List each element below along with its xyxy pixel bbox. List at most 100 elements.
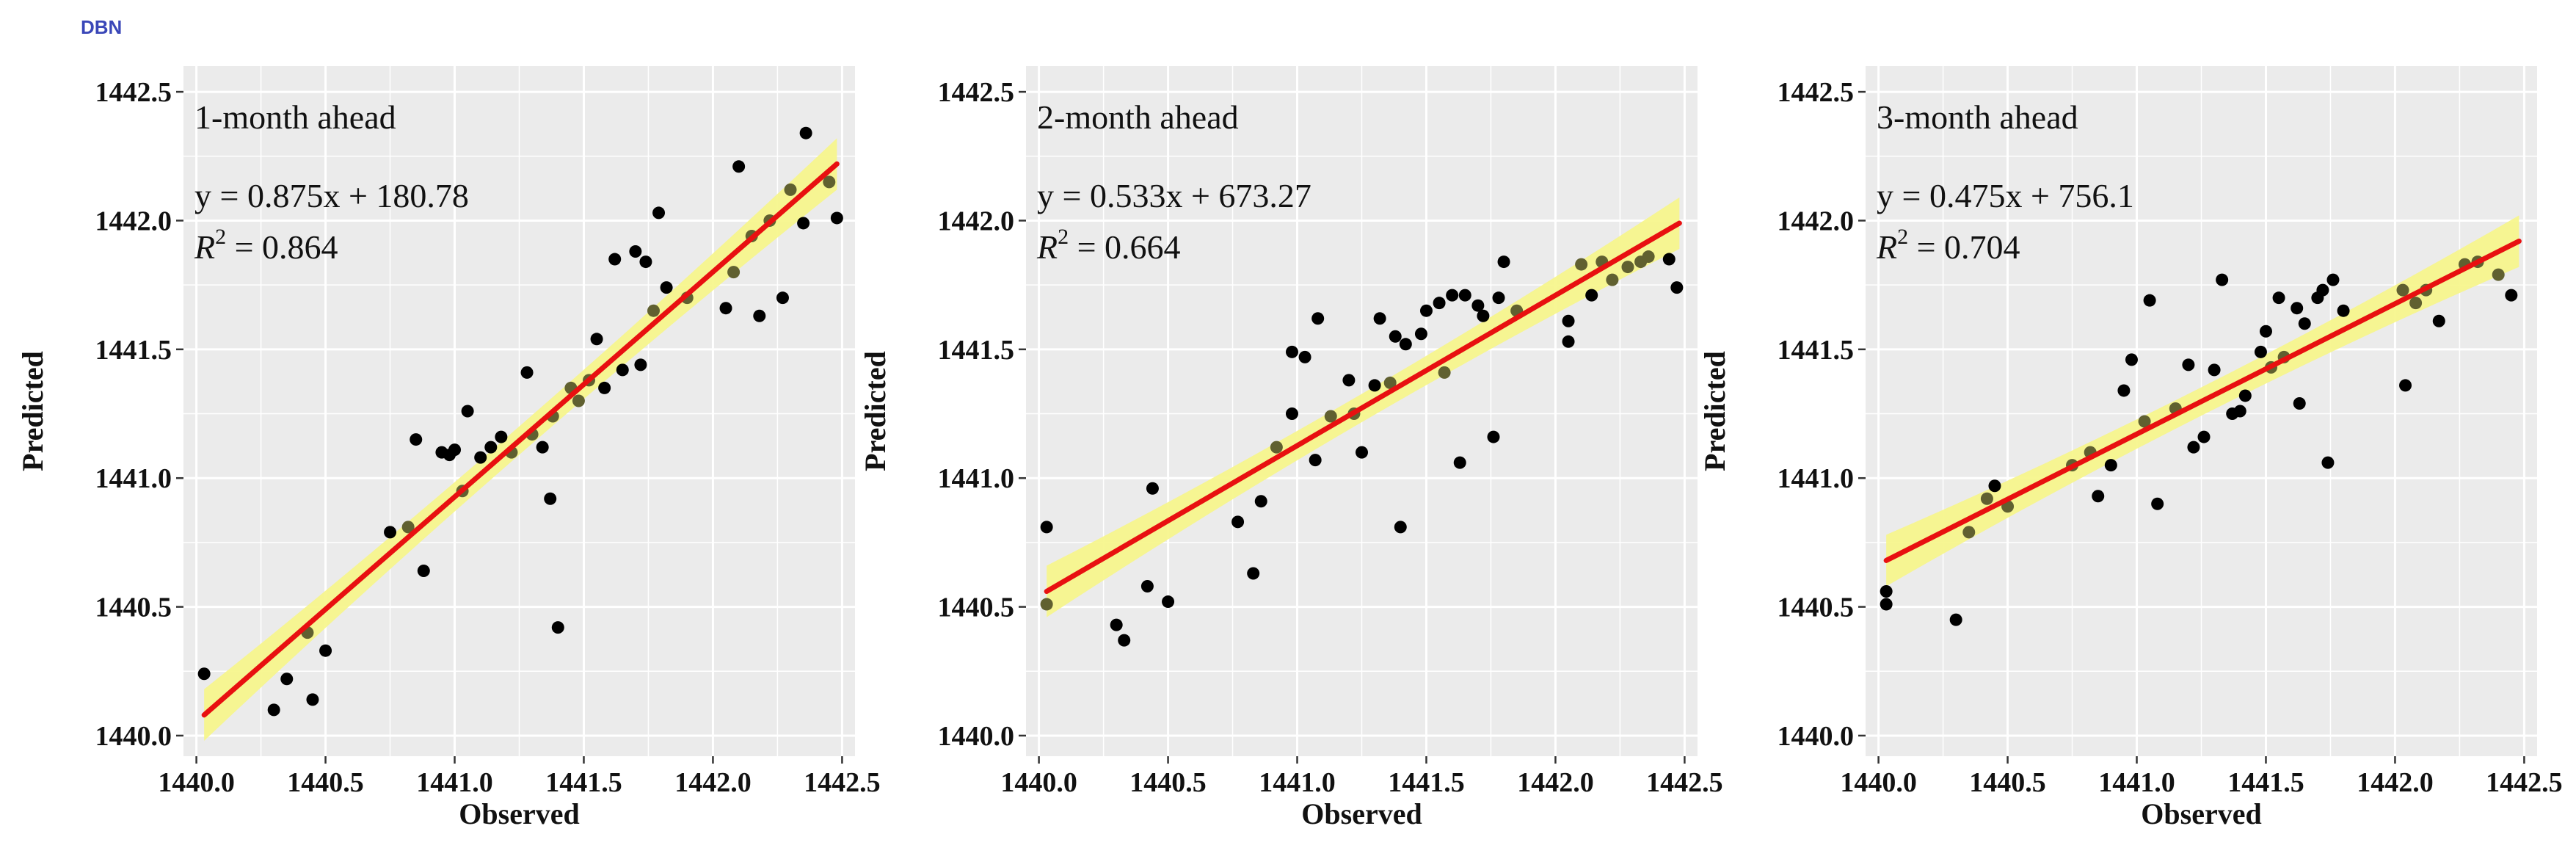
data-point (608, 253, 622, 266)
r-squared-symbol: R (1876, 228, 1897, 266)
data-point (2337, 304, 2350, 317)
y-tick-label: 1442.0 (95, 206, 172, 236)
data-point (1298, 350, 1311, 363)
data-point (401, 521, 415, 534)
data-point (2291, 302, 2304, 315)
data-point (1414, 327, 1427, 341)
r-squared-symbol: R (194, 228, 215, 266)
data-point (495, 430, 508, 443)
data-point (1446, 289, 1459, 302)
x-tick-label: 1440.5 (287, 767, 364, 798)
x-axis-title: Observed (1301, 797, 1422, 830)
data-point (2321, 456, 2335, 469)
data-point (1247, 567, 1260, 580)
data-point (647, 304, 660, 317)
r-squared-annotation: R2 = 0.704 (1876, 225, 2020, 266)
x-tick-label: 1441.0 (1259, 767, 1336, 798)
y-tick-label: 1440.0 (1778, 721, 1855, 752)
data-point (2399, 379, 2412, 392)
data-point (1642, 250, 1655, 264)
x-tick-label: 1441.0 (2098, 767, 2175, 798)
data-point (1110, 618, 1123, 631)
data-point (1254, 495, 1267, 508)
data-point (484, 441, 498, 454)
y-tick-label: 1441.5 (95, 335, 172, 366)
data-point (280, 673, 294, 686)
r-squared-superscript: 2 (215, 225, 226, 249)
r-squared-symbol: R (1036, 228, 1058, 266)
y-axis-title: Predicted (16, 351, 49, 471)
data-point (384, 526, 397, 539)
data-point (660, 281, 673, 294)
data-point (448, 443, 462, 457)
data-point (1356, 446, 1368, 459)
data-point (634, 358, 647, 371)
data-point (1389, 330, 1402, 343)
x-tick-label: 1442.0 (1517, 767, 1594, 798)
data-point (1383, 376, 1397, 389)
y-tick-label: 1441.5 (938, 335, 1015, 366)
data-point (2117, 384, 2131, 397)
x-tick-label: 1440.5 (1969, 767, 2046, 798)
data-point (2151, 497, 2164, 510)
r-squared-annotation: R2 = 0.864 (194, 225, 338, 266)
data-point (590, 333, 603, 346)
x-tick-label: 1441.5 (2227, 767, 2304, 798)
data-point (1980, 492, 1993, 505)
data-point (799, 126, 812, 139)
y-tick-label: 1441.0 (938, 463, 1015, 494)
data-point (823, 175, 836, 189)
data-point (1419, 304, 1433, 317)
data-point (1140, 580, 1154, 593)
data-point (727, 266, 741, 279)
r-squared-value: = 0.864 (226, 228, 338, 266)
data-point (1040, 598, 1053, 611)
data-point (784, 183, 797, 196)
data-point (2092, 490, 2105, 503)
y-tick-label: 1440.0 (938, 721, 1015, 752)
data-point (520, 366, 534, 379)
data-point (474, 451, 487, 464)
data-point (2505, 289, 2518, 302)
regression-line (1044, 220, 1682, 595)
data-point (1585, 289, 1598, 302)
data-point (1270, 441, 1283, 454)
data-point (2182, 358, 2195, 371)
x-tick-label: 1442.0 (674, 767, 752, 798)
data-point (598, 381, 611, 394)
regression-line (1883, 239, 2522, 563)
regression-line (201, 161, 840, 718)
data-point (1118, 634, 1131, 647)
data-point (1621, 261, 1634, 274)
data-point (1433, 297, 1446, 310)
regression-equation: y = 0.875x + 180.78 (194, 177, 469, 214)
x-tick-label: 1440.5 (1129, 767, 1207, 798)
data-point (1487, 430, 1500, 443)
data-point (267, 703, 280, 717)
data-point (1880, 598, 1893, 611)
y-tick-label: 1440.5 (1778, 592, 1855, 623)
data-point (2233, 405, 2246, 418)
data-point (1562, 335, 1575, 348)
data-point (1880, 585, 1893, 598)
x-tick-label: 1440.0 (1840, 767, 1917, 798)
y-tick-label: 1442.5 (1778, 77, 1855, 108)
data-point (1606, 273, 1619, 286)
r-squared-value: = 0.664 (1069, 228, 1180, 266)
r-squared-annotation: R2 = 0.664 (1036, 225, 1181, 266)
data-point (1438, 366, 1451, 379)
regression-equation: y = 0.475x + 756.1 (1877, 177, 2134, 214)
data-point (1342, 374, 1356, 387)
panel-title: 1-month ahead (194, 98, 396, 136)
data-point (1373, 312, 1386, 325)
data-point (1368, 379, 1381, 392)
data-point (776, 291, 789, 305)
data-point (417, 564, 430, 577)
x-axis-title: Observed (459, 797, 579, 830)
data-point (1399, 338, 1412, 351)
panel-title: 2-month ahead (1037, 98, 1239, 136)
data-point (1562, 314, 1575, 327)
data-point (1988, 479, 2001, 493)
data-point (2293, 396, 2306, 410)
